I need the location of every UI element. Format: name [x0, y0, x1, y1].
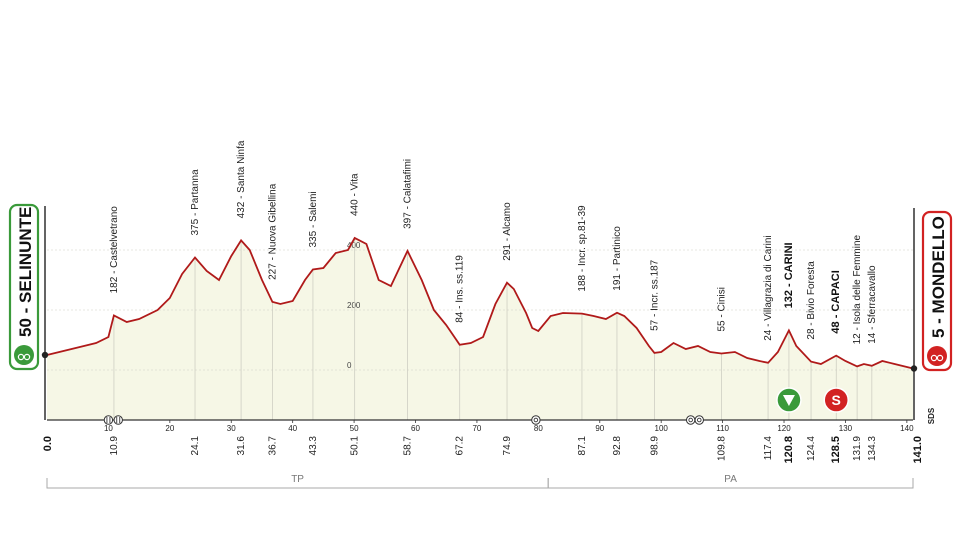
start-flag-icon	[14, 345, 34, 365]
waypoint-km: 58.7	[403, 436, 414, 456]
x-tick-label: 90	[595, 424, 604, 433]
finish-box: 5 - MONDELLO	[921, 210, 953, 372]
level-crossing-icon	[103, 415, 114, 425]
waypoint-km: 43.3	[308, 436, 319, 456]
waypoint-name: 182 - Castelvetrano	[109, 206, 120, 294]
start-dot	[41, 351, 49, 359]
waypoint-km: 109.8	[716, 436, 727, 461]
waypoint-km: 131.9	[852, 436, 863, 461]
waypoint-name: 12 - Isola delle Femmine	[852, 234, 863, 344]
waypoint-name: 397 - Calatafimi	[403, 159, 414, 229]
x-tick-label: 140	[900, 424, 914, 433]
waypoint-name: 335 - Salemi	[308, 191, 319, 247]
zone-bracket: TP	[46, 474, 549, 489]
altitude-tick-label: 0	[347, 361, 352, 370]
finish-flag-icon	[927, 346, 947, 366]
x-tick-label: 120	[777, 424, 791, 433]
province-zones: TP PA	[46, 474, 914, 489]
start-km: 0.0	[42, 436, 54, 451]
waypoint-km: 24.1	[190, 436, 201, 456]
start-name: 50 - SELINUNTE	[16, 207, 35, 337]
x-tick-label: 110	[716, 424, 729, 433]
waypoint-km: 74.9	[502, 436, 513, 456]
x-tick-label: 20	[165, 424, 174, 433]
altitude-tick-label: 200	[347, 301, 361, 310]
waypoint-name: 57 - Incr. ss.187	[649, 259, 660, 331]
waypoint-km: 120.8	[783, 436, 795, 464]
level-crossing-icon	[113, 415, 123, 425]
svg-text:S: S	[832, 392, 841, 408]
waypoint-km: 31.6	[236, 436, 247, 456]
zone-label: TP	[291, 474, 304, 485]
finish-name: 5 - MONDELLO	[929, 216, 948, 338]
waypoint-name: 375 - Partanna	[190, 169, 201, 236]
roundabout-icon	[531, 415, 541, 425]
waypoint-km: 128.5	[830, 436, 842, 464]
waypoint-km: 67.2	[455, 436, 466, 456]
waypoint-km: 134.3	[867, 436, 878, 461]
waypoint-name: 227 - Nuova Gibellina	[267, 183, 278, 280]
zone-label: PA	[724, 474, 737, 485]
finish-dot	[910, 365, 918, 372]
waypoint-km: 50.1	[350, 436, 361, 456]
waypoint-km: 36.7	[267, 436, 278, 456]
waypoint-km: 117.4	[763, 436, 774, 461]
start-box: 50 - SELINUNTE	[8, 203, 40, 371]
waypoint-name: 432 - Santa Ninfa	[236, 140, 247, 218]
altitude-tick-label: 400	[347, 241, 361, 250]
distance-axis: 10 20 30 40 50 60 70 80 90 100 110 120 130 140 SDS	[41, 206, 936, 433]
waypoint-name: 132 - CARINI	[783, 242, 795, 308]
x-tick-label: 10	[104, 424, 113, 433]
waypoint-name: 28 - Bivio Foresta	[806, 261, 817, 340]
waypoint-name: 48 - CAPACI	[830, 270, 842, 333]
x-tick-label: 30	[227, 424, 236, 433]
waypoint-name: 291 - Alcamo	[502, 202, 513, 261]
waypoint-name: 14 - Sferracavallo	[867, 265, 878, 344]
x-tick-label: 100	[655, 424, 669, 433]
waypoint-km: 87.1	[577, 436, 588, 456]
zone-bracket: PA	[547, 474, 914, 489]
route-markers: S	[103, 387, 849, 425]
waypoint-km: 10.9	[109, 436, 120, 456]
waypoint-km: 98.9	[649, 436, 660, 456]
x-tick-label: 130	[839, 424, 853, 433]
sprint-icon: S	[823, 387, 849, 413]
waypoint-km: 92.8	[612, 436, 623, 456]
intermediate-sprint-icon	[776, 387, 802, 413]
x-tick-label: 70	[472, 424, 481, 433]
waypoint-name: 84 - Ins. ss.119	[455, 255, 466, 323]
waypoint-name: 55 - Cinisi	[716, 287, 727, 331]
waypoint-name: 24 - Villagrazia di Carini	[763, 235, 774, 340]
waypoint-name: 188 - Incr. sp.81-39	[577, 205, 588, 292]
altitude-grid: 400 200 0	[47, 241, 913, 371]
roundabout-icon	[694, 415, 704, 425]
x-tick-label: 40	[288, 424, 297, 433]
waypoint-name: 191 - Partinico	[612, 226, 623, 291]
roundabout-icon	[685, 415, 696, 425]
x-tick-label: 50	[350, 424, 359, 433]
x-tick-label: 80	[534, 424, 543, 433]
waypoint-km: 124.4	[806, 436, 817, 461]
waypoint-name: 440 - Vita	[350, 173, 361, 216]
sds-logo: SDS	[927, 407, 936, 424]
finish-km: 141.0	[912, 436, 924, 464]
profile-line	[46, 236, 914, 370]
start-finish: 50 - SELINUNTE 0.0 5 - MONDELLO 141.0	[8, 203, 953, 464]
x-tick-label: 60	[411, 424, 420, 433]
waypoint-labels: 182 - Castelvetrano 10.9 375 - Partanna 24.…	[109, 140, 878, 463]
